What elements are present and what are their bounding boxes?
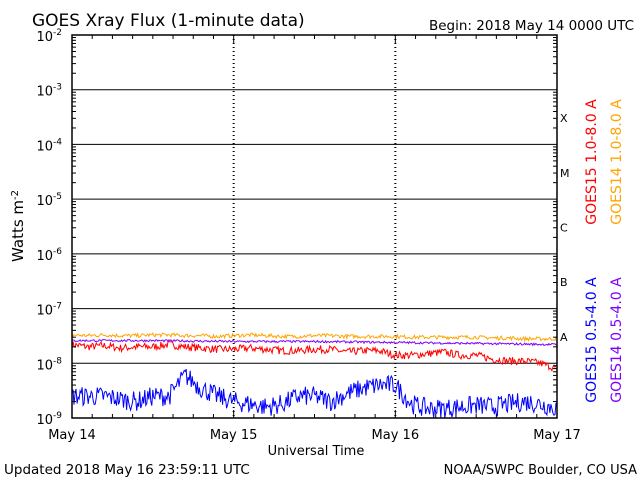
- legend-label: GOES15 1.0-8.0 A: [584, 99, 600, 225]
- flare-class-labels: A B C M X: [560, 112, 570, 344]
- x-axis-label: Universal Time: [268, 444, 365, 459]
- plot-series: [71, 332, 558, 419]
- x-tick-label: May 16: [372, 428, 420, 443]
- flare-class-label: A: [560, 331, 568, 344]
- flare-class-label: M: [560, 167, 570, 180]
- x-tick-label: May 15: [210, 428, 258, 443]
- series-line: [71, 368, 558, 419]
- legend-label: GOES14 0.5-4.0 A: [609, 277, 625, 403]
- plot-frame: [71, 34, 558, 419]
- y-tick-label: 10-6: [36, 247, 62, 264]
- flare-class-label: B: [560, 276, 568, 289]
- legend-label: GOES15 0.5-4.0 A: [584, 277, 600, 403]
- x-axis-ticks: May 14 May 15 May 16 May 17: [48, 35, 581, 443]
- y-tick-label: 10-9: [36, 411, 62, 428]
- y-tick-label: 10-4: [36, 137, 62, 154]
- y-tick-label: 10-7: [36, 302, 62, 319]
- legend-label: GOES14 1.0-8.0 A: [609, 99, 625, 225]
- plot-grid: [72, 35, 557, 418]
- y-tick-label: 10-8: [36, 356, 62, 373]
- y-tick-label: 10-2: [36, 28, 62, 45]
- y-axis-ticks: 10-9 10-8 10-7 10-6 10-5 10-4 10-3 10-2: [36, 28, 557, 428]
- series-line: [71, 338, 557, 347]
- series-line: [71, 332, 558, 343]
- legend: GOES15 1.0-8.0 A GOES14 1.0-8.0 A GOES15 0…: [584, 99, 625, 403]
- flare-class-label: C: [560, 222, 568, 235]
- begin-label: Begin: 2018 May 14 0000 UTC: [429, 18, 634, 34]
- x-tick-label: May 14: [48, 428, 96, 443]
- y-tick-label: 10-5: [36, 192, 62, 209]
- flare-class-label: X: [560, 112, 568, 125]
- source-label: NOAA/SWPC Boulder, CO USA: [444, 463, 637, 478]
- y-axis-label: Watts m-2: [9, 190, 27, 262]
- y-tick-label: 10-3: [36, 83, 62, 100]
- series-line: [71, 340, 558, 372]
- x-tick-label: May 17: [533, 428, 581, 443]
- updated-label: Updated 2018 May 16 23:59:11 UTC: [4, 462, 250, 478]
- chart-title: GOES Xray Flux (1-minute data): [32, 11, 305, 31]
